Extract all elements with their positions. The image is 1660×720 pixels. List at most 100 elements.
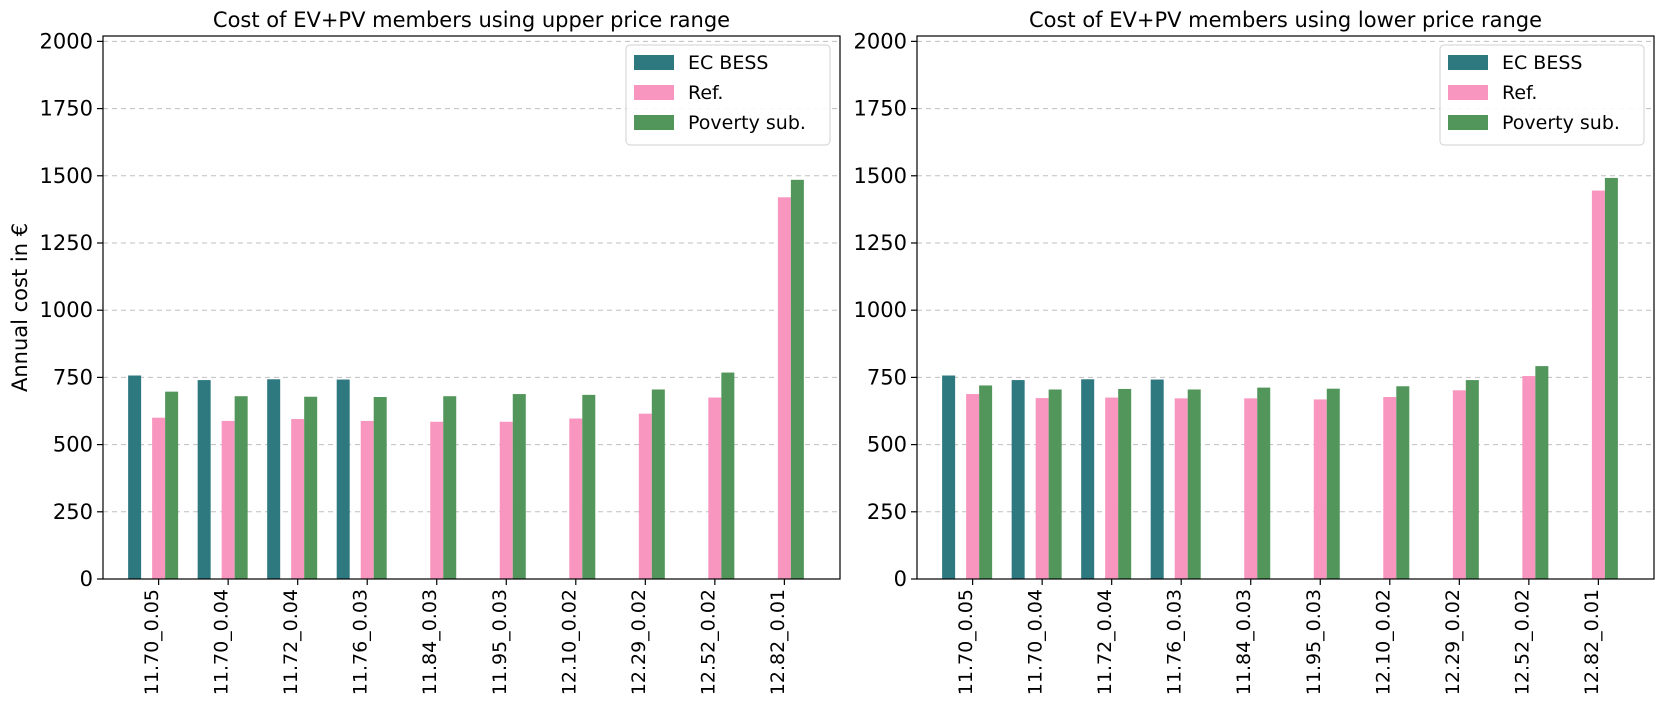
x-tick-label: 11.76_0.03 [1164, 589, 1186, 695]
bar-ref [569, 418, 583, 579]
legend-swatch [634, 85, 674, 100]
x-tick-label: 11.72_0.04 [280, 589, 302, 695]
bar-poverty-sub [1465, 380, 1479, 579]
bar-ec-bess [1011, 380, 1025, 579]
x-tick-label: 12.29_0.02 [628, 589, 650, 695]
bar-ref [1035, 398, 1049, 579]
chart-title: Cost of EV+PV members using upper price … [213, 8, 730, 32]
legend: EC BESS Ref. Poverty sub. [625, 44, 831, 146]
legend-label: EC BESS [1502, 52, 1582, 74]
bar-ref [1313, 399, 1327, 579]
bar-ref [638, 413, 652, 579]
y-tick-label: 500 [53, 433, 93, 457]
y-tick-label: 1250 [40, 231, 93, 255]
x-tick-label: 11.76_0.03 [350, 589, 372, 695]
y-tick-label: 750 [53, 365, 93, 389]
bar-ref [221, 420, 235, 579]
bar-ec-bess [128, 375, 142, 579]
legend: EC BESS Ref. Poverty sub. [1439, 44, 1645, 146]
bar-ec-bess [197, 380, 211, 579]
legend-label: Poverty sub. [688, 112, 806, 134]
bar-ref [499, 421, 513, 579]
bar-poverty-sub [1257, 387, 1271, 579]
y-tick-label: 0 [80, 567, 93, 591]
y-tick-label: 2000 [40, 29, 93, 53]
y-tick-label: 1250 [854, 231, 907, 255]
bar-ref [1452, 390, 1466, 579]
bar-poverty-sub [512, 394, 526, 579]
bar-poverty-sub [582, 394, 596, 579]
bar-poverty-sub [1326, 388, 1340, 579]
bar-poverty-sub [304, 396, 318, 579]
legend-swatch [1448, 115, 1488, 130]
bar-poverty-sub [1118, 388, 1132, 579]
y-axis-label: Annual cost in € [8, 223, 32, 392]
bar-poverty-sub [1187, 389, 1201, 579]
bar-ref [291, 419, 305, 579]
x-tick-label: 12.10_0.02 [1372, 589, 1394, 695]
x-tick-label: 11.70_0.05 [955, 589, 977, 695]
bar-ref [708, 397, 722, 579]
bar-ref [1383, 397, 1397, 579]
legend-label: Poverty sub. [1502, 112, 1620, 134]
y-tick-label: 1500 [854, 164, 907, 188]
x-tick-label: 11.95_0.03 [1303, 589, 1325, 695]
x-tick-label: 12.29_0.02 [1442, 589, 1464, 695]
y-tick-label: 2000 [854, 29, 907, 53]
bar-poverty-sub [721, 372, 735, 579]
bar-poverty-sub [1604, 177, 1618, 579]
subplot-1: 11.70_0.05 11.70_0.04 11.72_0.04 11.76_0.03… [8, 8, 841, 695]
legend-box [1439, 44, 1645, 146]
bar-poverty-sub [234, 396, 248, 579]
x-tick-label: 11.95_0.03 [489, 589, 511, 695]
bar-ec-bess [1150, 379, 1164, 579]
bar-ref [430, 421, 444, 579]
x-tick-label: 12.52_0.02 [1511, 589, 1533, 695]
bar-poverty-sub [790, 179, 804, 579]
bar-poverty-sub [1396, 386, 1410, 579]
y-tick-label: 1750 [40, 97, 93, 121]
y-tick-label: 1750 [854, 97, 907, 121]
legend-swatch [634, 55, 674, 70]
y-tick-label: 1500 [40, 164, 93, 188]
y-tick-label: 250 [867, 500, 907, 524]
y-tick-label: 250 [53, 500, 93, 524]
x-tick-label: 12.52_0.02 [697, 589, 719, 695]
bar-ref [152, 417, 166, 579]
bar-ec-bess [336, 379, 350, 579]
x-tick-label: 11.84_0.03 [1233, 589, 1255, 695]
axes-frame [102, 35, 841, 580]
bar-ref [1105, 397, 1119, 579]
axes-frame [916, 35, 1655, 580]
bar-poverty-sub [1535, 366, 1549, 579]
bar-ref [1591, 190, 1605, 579]
y-tick-label: 1000 [40, 298, 93, 322]
bar-poverty-sub [165, 391, 179, 579]
legend-swatch [1448, 55, 1488, 70]
legend-box [625, 44, 831, 146]
legend-label: Ref. [688, 82, 723, 104]
bar-ref [966, 394, 980, 579]
x-tick-label: 12.10_0.02 [558, 589, 580, 695]
y-tick-label: 0 [894, 567, 907, 591]
y-tick-label: 750 [867, 365, 907, 389]
x-tick-label: 11.84_0.03 [419, 589, 441, 695]
bar-ec-bess [1081, 379, 1095, 579]
bar-poverty-sub [979, 385, 993, 579]
bar-ec-bess [942, 375, 956, 579]
legend-label: EC BESS [688, 52, 768, 74]
bar-ec-bess [267, 379, 281, 579]
y-tick-label: 500 [867, 433, 907, 457]
y-tick-label: 1000 [854, 298, 907, 322]
subplot-2: 11.70_0.05 11.70_0.04 11.72_0.04 11.76_0.03… [854, 8, 1655, 695]
bar-ref [1522, 376, 1536, 579]
x-tick-label: 12.82_0.01 [767, 589, 789, 695]
legend-swatch [1448, 85, 1488, 100]
legend-label: Ref. [1502, 82, 1537, 104]
bar-poverty-sub [443, 396, 457, 579]
x-tick-label: 11.70_0.04 [211, 589, 233, 695]
x-tick-label: 11.70_0.05 [141, 589, 163, 695]
bar-ref [360, 420, 374, 579]
